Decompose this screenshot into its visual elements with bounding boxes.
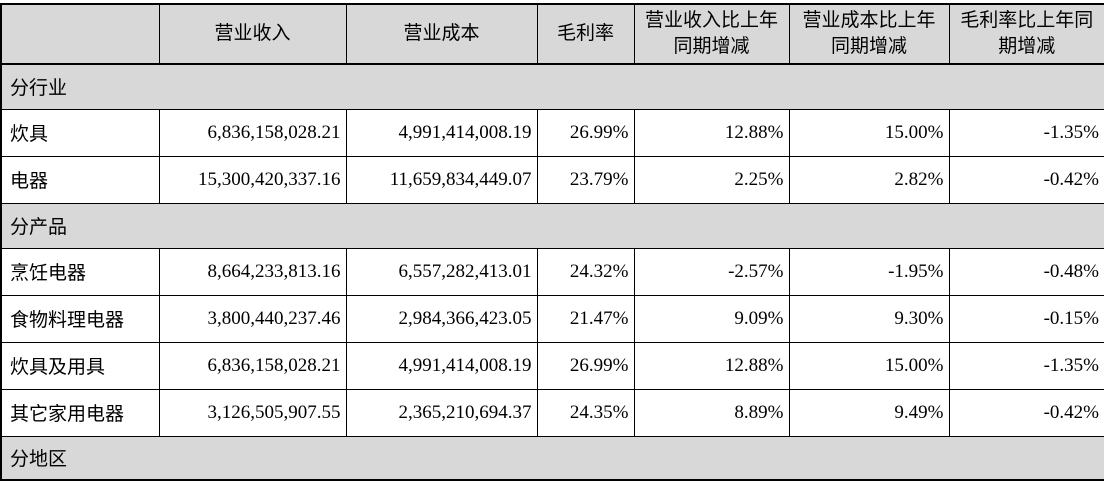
revenue-cell: 15,300,420,337.16	[158, 155, 347, 204]
revenue-cell: 3,800,440,237.46	[158, 294, 347, 343]
section-row-by-region: 分地区	[0, 435, 1104, 481]
gross-margin-cell: 24.35%	[536, 388, 635, 437]
row-label: 烹饪电器	[0, 247, 160, 296]
section-row-by-product: 分产品	[0, 202, 1104, 249]
cost-yoy-cell: 9.30%	[788, 294, 950, 343]
gross-margin-cell: 26.99%	[536, 108, 635, 157]
gross-margin-yoy-cell: -1.35%	[948, 108, 1104, 157]
section-label: 分产品	[0, 202, 1104, 249]
table-row-appliances: 电器 15,300,420,337.16 11,659,834,449.07 2…	[0, 155, 1104, 204]
revenue-cell: 8,664,233,813.16	[158, 247, 347, 296]
cost-cell: 4,991,414,008.19	[345, 108, 538, 157]
cost-cell: 4,991,414,008.19	[345, 341, 538, 390]
cost-cell: 2,365,210,694.37	[345, 388, 538, 437]
cost-yoy-cell: 15.00%	[788, 341, 950, 390]
gross-margin-cell: 23.79%	[536, 155, 635, 204]
revenue-cell: 3,126,505,907.55	[158, 388, 347, 437]
table-header-row: 营业收入 营业成本 毛利率 营业收入比上年同期增减 营业成本比上年同期增减 毛利…	[0, 3, 1104, 65]
table-row-other-household-appliances: 其它家用电器 3,126,505,907.55 2,365,210,694.37…	[0, 388, 1104, 437]
header-revenue: 营业收入	[158, 3, 347, 65]
header-cost-yoy: 营业成本比上年同期增减	[788, 3, 950, 65]
cost-yoy-cell: 2.82%	[788, 155, 950, 204]
gross-margin-yoy-cell: -0.42%	[948, 155, 1104, 204]
segment-financial-table: 营业收入 营业成本 毛利率 营业收入比上年同期增减 营业成本比上年同期增减 毛利…	[0, 3, 1104, 481]
gross-margin-yoy-cell: -0.48%	[948, 247, 1104, 296]
cost-cell: 11,659,834,449.07	[345, 155, 538, 204]
row-label: 炊具及用具	[0, 341, 160, 390]
gross-margin-yoy-cell: -0.42%	[948, 388, 1104, 437]
row-label: 食物料理电器	[0, 294, 160, 343]
gross-margin-yoy-cell: -1.35%	[948, 341, 1104, 390]
header-blank-cell	[0, 3, 160, 65]
revenue-yoy-cell: -2.57%	[633, 247, 790, 296]
table-row-cookware-and-utensils: 炊具及用具 6,836,158,028.21 4,991,414,008.19 …	[0, 341, 1104, 390]
table-row-cooking-appliances: 烹饪电器 8,664,233,813.16 6,557,282,413.01 2…	[0, 247, 1104, 296]
section-label: 分行业	[0, 63, 1104, 110]
revenue-cell: 6,836,158,028.21	[158, 108, 347, 157]
cost-cell: 6,557,282,413.01	[345, 247, 538, 296]
section-label: 分地区	[0, 435, 1104, 481]
table-row-cookware: 炊具 6,836,158,028.21 4,991,414,008.19 26.…	[0, 108, 1104, 157]
row-label: 电器	[0, 155, 160, 204]
gross-margin-cell: 21.47%	[536, 294, 635, 343]
revenue-yoy-cell: 8.89%	[633, 388, 790, 437]
gross-margin-cell: 26.99%	[536, 341, 635, 390]
header-revenue-yoy: 营业收入比上年同期增减	[633, 3, 790, 65]
cost-cell: 2,984,366,423.05	[345, 294, 538, 343]
section-row-by-industry: 分行业	[0, 63, 1104, 110]
header-cost: 营业成本	[345, 3, 538, 65]
revenue-yoy-cell: 9.09%	[633, 294, 790, 343]
cost-yoy-cell: -1.95%	[788, 247, 950, 296]
header-gross-margin-yoy: 毛利率比上年同期增减	[948, 3, 1104, 65]
table-row-food-processing-appliances: 食物料理电器 3,800,440,237.46 2,984,366,423.05…	[0, 294, 1104, 343]
revenue-yoy-cell: 12.88%	[633, 108, 790, 157]
cost-yoy-cell: 9.49%	[788, 388, 950, 437]
row-label: 其它家用电器	[0, 388, 160, 437]
revenue-yoy-cell: 2.25%	[633, 155, 790, 204]
gross-margin-yoy-cell: -0.15%	[948, 294, 1104, 343]
header-gross-margin: 毛利率	[536, 3, 635, 65]
revenue-cell: 6,836,158,028.21	[158, 341, 347, 390]
revenue-yoy-cell: 12.88%	[633, 341, 790, 390]
cost-yoy-cell: 15.00%	[788, 108, 950, 157]
row-label: 炊具	[0, 108, 160, 157]
gross-margin-cell: 24.32%	[536, 247, 635, 296]
